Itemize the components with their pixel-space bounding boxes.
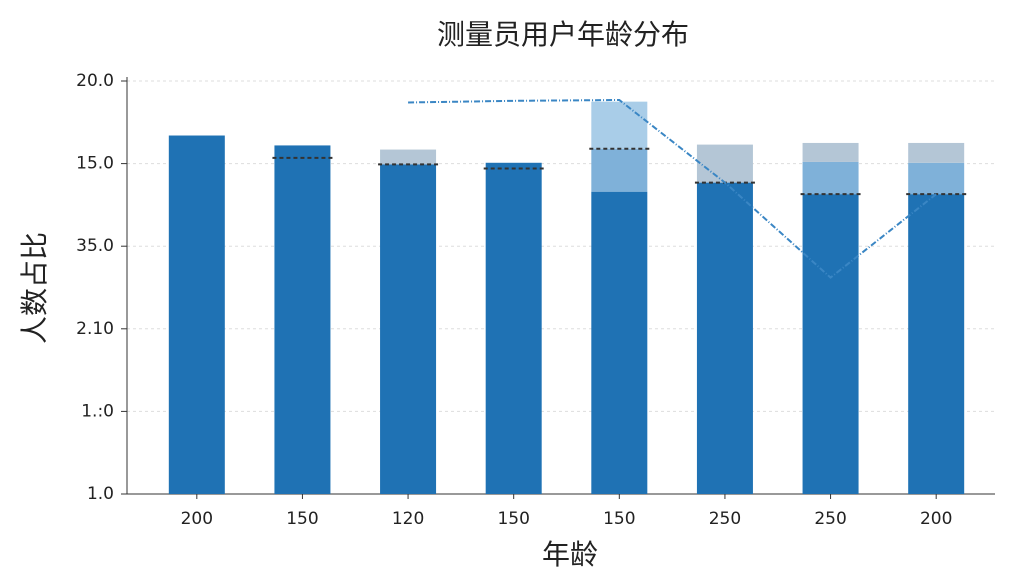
bar <box>168 135 225 495</box>
x-tick-label: 150 <box>603 509 635 529</box>
bar <box>591 191 648 494</box>
y-tick-label: 1.0 <box>87 484 114 504</box>
y-tick-label: 20.0 <box>76 71 114 91</box>
bar <box>591 101 648 149</box>
y-tick-label: 2.10 <box>76 319 114 339</box>
bar <box>591 148 648 192</box>
x-tick-label: 250 <box>709 509 741 529</box>
bar <box>380 164 437 494</box>
x-tick-label: 250 <box>814 509 846 529</box>
bar <box>274 145 331 495</box>
bar <box>802 194 859 495</box>
bar <box>380 149 437 165</box>
bar <box>908 194 965 495</box>
y-tick-label: 35.0 <box>76 236 114 256</box>
y-axis-label: 人数占比 <box>18 232 51 344</box>
x-tick-label: 200 <box>920 509 952 529</box>
trend-line <box>408 98 937 279</box>
x-axis-label: 年龄 <box>542 538 598 571</box>
bar <box>908 162 965 195</box>
x-tick-label: 120 <box>392 509 424 529</box>
chart-title: 测量员用户年龄分布 <box>437 18 689 51</box>
bar <box>802 161 859 195</box>
x-tick-label: 200 <box>181 509 213 529</box>
bar <box>696 182 753 494</box>
bar <box>802 142 859 162</box>
y-tick-label: 15.0 <box>76 154 114 174</box>
y-tick-label: 1.:0 <box>81 401 114 421</box>
x-tick-label: 150 <box>497 509 529 529</box>
bar <box>696 144 753 183</box>
bar <box>485 162 542 495</box>
bar <box>908 142 965 163</box>
x-tick-label: 150 <box>286 509 318 529</box>
